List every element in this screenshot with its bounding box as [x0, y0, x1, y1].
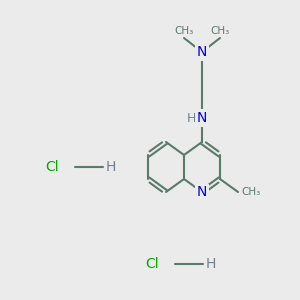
Text: Cl: Cl [145, 257, 159, 271]
Text: CH₃: CH₃ [210, 26, 230, 36]
Text: H: H [206, 257, 216, 271]
Text: Cl: Cl [45, 160, 59, 174]
Text: N: N [197, 111, 207, 125]
Text: H: H [106, 160, 116, 174]
Text: N: N [197, 45, 207, 59]
Text: CH₃: CH₃ [174, 26, 194, 36]
Text: N: N [197, 185, 207, 199]
Text: CH₃: CH₃ [241, 187, 260, 197]
Text: H: H [187, 112, 196, 124]
